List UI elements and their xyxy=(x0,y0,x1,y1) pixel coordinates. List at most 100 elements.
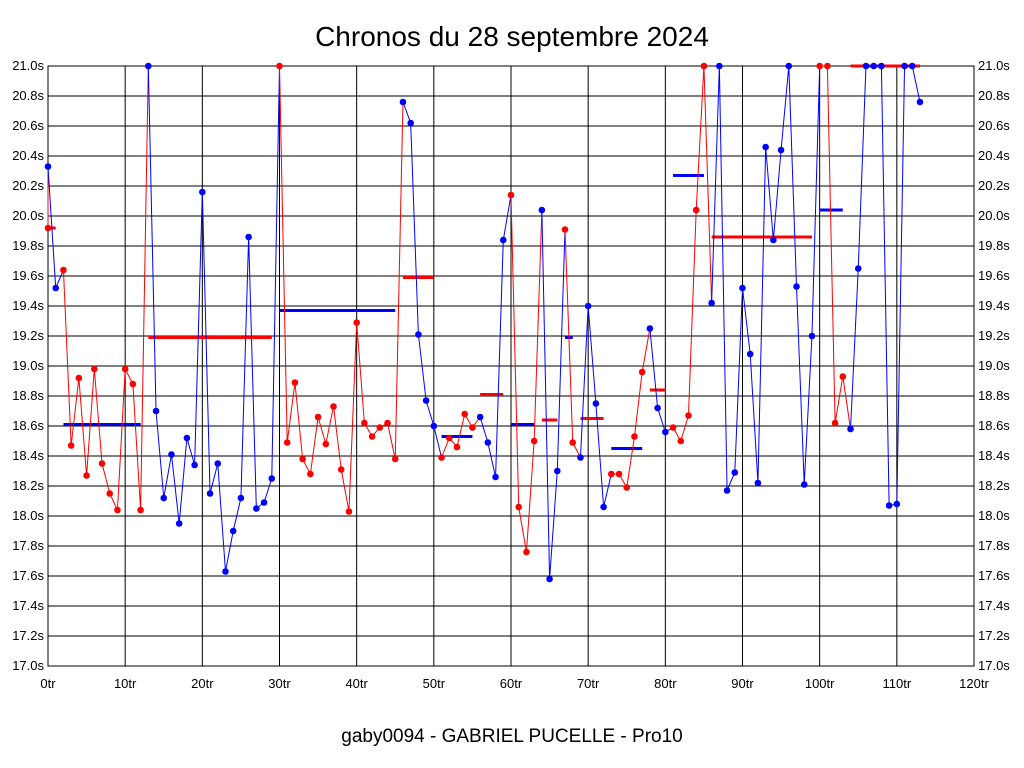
y-tick-label-left: 19.8s xyxy=(12,238,44,253)
x-tick-label: 40tr xyxy=(345,676,368,691)
data-point xyxy=(114,506,121,514)
data-point xyxy=(800,481,808,488)
data-point xyxy=(237,494,245,502)
data-point xyxy=(901,62,908,70)
data-point xyxy=(129,380,137,388)
data-point xyxy=(631,433,638,440)
data-point xyxy=(461,410,469,418)
y-tick-label-right: 17.6s xyxy=(978,568,1010,583)
data-point xyxy=(168,451,175,458)
data-point xyxy=(391,455,399,463)
data-point xyxy=(507,191,515,199)
data-point xyxy=(67,442,75,449)
data-point xyxy=(561,226,569,233)
data-point xyxy=(654,404,661,412)
data-point xyxy=(183,434,191,442)
series-line xyxy=(850,65,921,507)
grid xyxy=(47,65,975,667)
y-tick-label-left: 17.6s xyxy=(12,568,44,583)
data-point xyxy=(307,470,314,478)
data-point xyxy=(808,332,816,340)
data-point xyxy=(530,437,538,445)
y-tick-label-right: 17.0s xyxy=(978,658,1010,673)
data-point xyxy=(175,520,183,527)
y-tick-label-left: 19.4s xyxy=(12,298,44,313)
data-point xyxy=(44,163,52,170)
data-point xyxy=(608,470,615,478)
data-point xyxy=(831,419,839,427)
data-point xyxy=(746,350,754,358)
y-tick-label-left: 18.6s xyxy=(12,418,44,433)
data-point xyxy=(137,506,144,514)
y-tick-label-right: 18.6s xyxy=(978,418,1010,433)
y-tick-label-right: 20.0s xyxy=(978,208,1010,223)
data-point xyxy=(291,379,299,386)
data-point xyxy=(476,413,484,421)
y-tick-label-right: 19.8s xyxy=(978,238,1010,253)
data-point xyxy=(438,454,445,461)
x-tick-label: 110tr xyxy=(882,676,911,691)
x-tick-label: 120tr xyxy=(959,676,989,691)
x-tick-label: 80tr xyxy=(654,676,677,691)
data-point xyxy=(499,236,507,244)
data-point xyxy=(731,469,739,476)
y-tick-label-right: 19.6s xyxy=(978,268,1010,283)
data-point xyxy=(854,265,862,272)
y-tick-label-left: 20.8s xyxy=(12,88,44,103)
data-point xyxy=(430,422,438,430)
data-point xyxy=(908,62,916,70)
data-point xyxy=(407,119,414,127)
data-point xyxy=(98,460,106,467)
y-tick-label-left: 19.2s xyxy=(12,328,44,343)
data-point xyxy=(669,424,677,431)
data-point xyxy=(384,419,391,427)
data-point xyxy=(716,62,723,70)
data-point xyxy=(662,428,669,436)
y-tick-label-right: 17.2s xyxy=(978,628,1010,643)
y-tick-label-right: 19.0s xyxy=(978,358,1010,373)
data-point xyxy=(229,527,237,535)
data-point xyxy=(191,461,198,469)
data-point xyxy=(453,443,461,451)
y-tick-label-left: 20.6s xyxy=(12,118,44,133)
y-tick-label-left: 18.8s xyxy=(12,388,44,403)
y-tick-label-left: 20.0s xyxy=(12,208,44,223)
data-point xyxy=(91,365,98,373)
data-point xyxy=(646,325,654,332)
data-point xyxy=(862,62,870,70)
data-point xyxy=(700,62,708,70)
data-point xyxy=(492,473,499,481)
data-point xyxy=(268,475,276,482)
x-tick-label: 30tr xyxy=(268,676,291,691)
data-point xyxy=(816,62,823,70)
data-point xyxy=(592,400,600,407)
y-tick-label-left: 19.0s xyxy=(12,358,44,373)
series-line xyxy=(649,328,674,433)
x-tick-label: 90tr xyxy=(731,676,754,691)
data-point xyxy=(762,143,769,151)
data-point xyxy=(638,368,646,376)
series xyxy=(44,62,924,583)
data-point xyxy=(422,397,430,404)
data-point xyxy=(878,62,885,70)
y-tick-label-left: 20.2s xyxy=(12,178,44,193)
data-point xyxy=(723,487,731,494)
data-point xyxy=(152,407,160,415)
data-point xyxy=(839,373,847,380)
x-tick-label: 0tr xyxy=(40,676,56,691)
data-point xyxy=(885,502,893,509)
y-tick-label-right: 20.4s xyxy=(978,148,1010,163)
y-tick-label-right: 18.0s xyxy=(978,508,1010,523)
y-tick-label-right: 20.8s xyxy=(978,88,1010,103)
data-point xyxy=(52,284,60,292)
data-point xyxy=(314,413,322,421)
x-tick-label: 10tr xyxy=(114,676,137,691)
data-point xyxy=(870,62,877,70)
data-point xyxy=(600,503,607,511)
data-point xyxy=(353,319,360,326)
series-line xyxy=(402,101,443,458)
data-point xyxy=(106,490,114,497)
y-tick-label-right: 20.6s xyxy=(978,118,1010,133)
data-point xyxy=(276,62,283,70)
